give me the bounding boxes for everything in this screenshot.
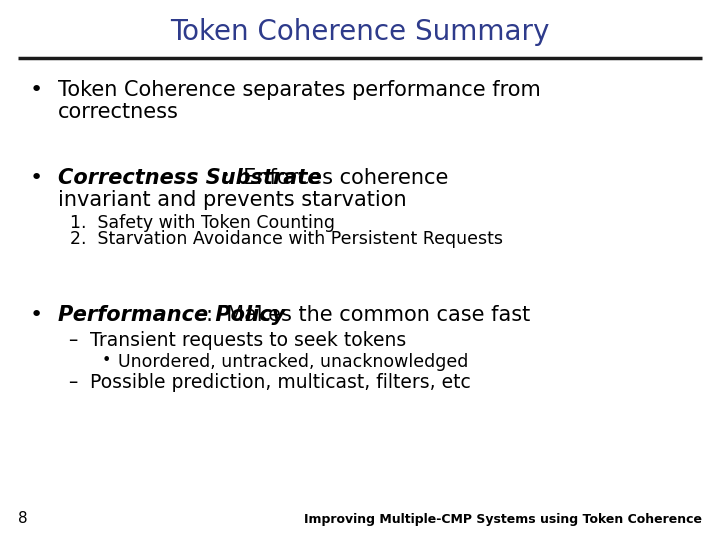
Text: Performance Policy: Performance Policy [58, 305, 285, 325]
Text: Transient requests to seek tokens: Transient requests to seek tokens [90, 331, 406, 350]
Text: :  Enforces coherence: : Enforces coherence [223, 168, 449, 188]
Text: –: – [68, 331, 77, 350]
Text: 8: 8 [18, 511, 27, 526]
Text: Unordered, untracked, unacknowledged: Unordered, untracked, unacknowledged [118, 353, 469, 371]
Text: –: – [68, 373, 77, 392]
Text: 1.  Safety with Token Counting: 1. Safety with Token Counting [70, 214, 335, 232]
Text: Token Coherence separates performance from: Token Coherence separates performance fr… [58, 80, 541, 100]
Text: 2.  Starvation Avoidance with Persistent Requests: 2. Starvation Avoidance with Persistent … [70, 230, 503, 248]
Text: •: • [102, 353, 112, 368]
Text: Correctness Substrate: Correctness Substrate [58, 168, 322, 188]
Text: •: • [30, 305, 43, 325]
Text: :  Makes the common case fast: : Makes the common case fast [206, 305, 530, 325]
Text: •: • [30, 168, 43, 188]
Text: invariant and prevents starvation: invariant and prevents starvation [58, 190, 407, 210]
Text: correctness: correctness [58, 102, 179, 122]
Text: Possible prediction, multicast, filters, etc: Possible prediction, multicast, filters,… [90, 373, 471, 392]
Text: Token Coherence Summary: Token Coherence Summary [171, 18, 549, 46]
Text: •: • [30, 80, 43, 100]
Text: Improving Multiple-CMP Systems using Token Coherence: Improving Multiple-CMP Systems using Tok… [304, 513, 702, 526]
